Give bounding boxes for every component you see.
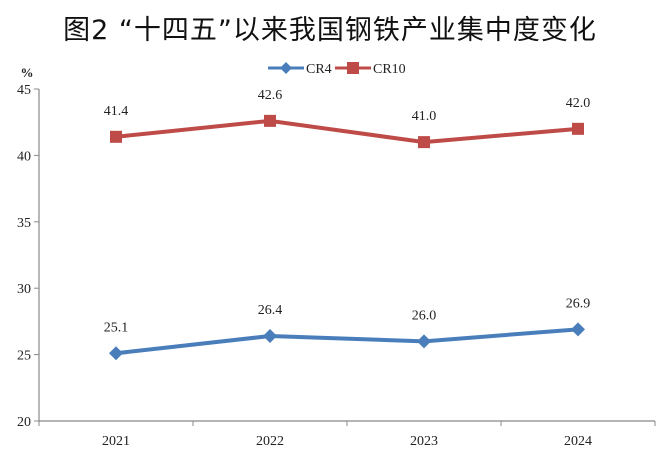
data-label-CR10: 41.0 (412, 109, 437, 124)
legend-label-CR10: CR10 (373, 62, 406, 77)
legend-label-CR4: CR4 (306, 62, 332, 77)
series-line-CR4 (115, 327, 579, 356)
data-point-CR10 (418, 136, 430, 149)
data-point-CR4 (417, 334, 431, 349)
data-label-CR4: 26.9 (566, 296, 591, 311)
data-label-CR10: 42.0 (566, 96, 591, 111)
legend-marker-CR4 (280, 62, 292, 74)
data-label-CR4: 25.1 (104, 320, 129, 335)
y-tick-label: 35 (17, 216, 31, 231)
y-tick-label: 40 (17, 149, 31, 164)
data-label-CR10: 41.4 (104, 104, 129, 119)
y-tick-label: 25 (17, 349, 31, 364)
x-tick-label: 2023 (410, 434, 438, 449)
data-point-CR4 (109, 346, 123, 361)
legend-marker-CR10 (347, 62, 359, 74)
series-line-CR10 (115, 118, 579, 145)
x-tick-label: 2022 (256, 434, 284, 449)
data-label-CR10: 42.6 (258, 88, 283, 103)
y-tick-label: 20 (17, 415, 31, 430)
y-axis-label: % (21, 65, 34, 80)
data-point-CR10 (572, 122, 584, 135)
data-point-CR10 (264, 114, 276, 127)
y-tick-label: 45 (17, 83, 31, 98)
data-label-CR4: 26.0 (412, 308, 437, 323)
data-label-CR4: 26.4 (258, 303, 283, 318)
y-tick-label: 30 (17, 282, 31, 297)
data-point-CR10 (110, 130, 122, 143)
x-tick-label: 2024 (564, 434, 592, 449)
data-point-CR4 (571, 322, 585, 337)
chart-title: 图2 “十四五”以来我国钢铁产业集中度变化 (63, 15, 597, 46)
data-point-CR4 (263, 329, 277, 344)
x-tick-label: 2021 (102, 434, 130, 449)
